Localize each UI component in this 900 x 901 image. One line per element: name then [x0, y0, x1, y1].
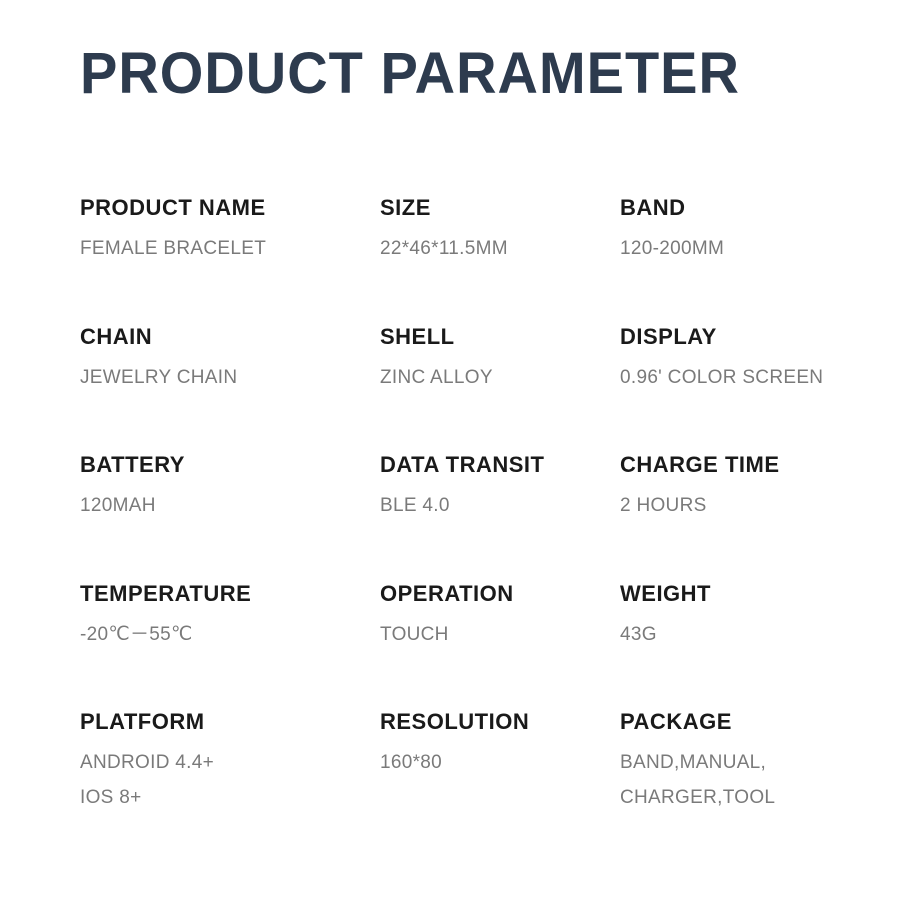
spec-label: DISPLAY: [620, 324, 830, 350]
spec-label: CHAIN: [80, 324, 380, 350]
spec-value: 160*80: [380, 749, 620, 778]
spec-value: BLE 4.0: [380, 492, 620, 521]
spec-cell: DISPLAY 0.96' COLOR SCREEN: [620, 324, 830, 393]
spec-cell: SHELL ZINC ALLOY: [380, 324, 620, 393]
spec-cell: PLATFORM ANDROID 4.4+ IOS 8+: [80, 709, 380, 812]
spec-value: 2 HOURS: [620, 492, 830, 521]
spec-value: ZINC ALLOY: [380, 364, 620, 393]
spec-label: SHELL: [380, 324, 620, 350]
spec-cell: PRODUCT NAME FEMALE BRACELET: [80, 195, 380, 264]
page-title: PRODUCT PARAMETER: [80, 38, 830, 106]
spec-cell: BAND 120-200MM: [620, 195, 830, 264]
spec-label: CHARGE TIME: [620, 452, 830, 478]
spec-label: PLATFORM: [80, 709, 380, 735]
spec-value: 22*46*11.5MM: [380, 235, 620, 264]
spec-value: BAND,MANUAL, CHARGER,TOOL: [620, 749, 830, 812]
spec-value: 120MAH: [80, 492, 380, 521]
spec-value: ANDROID 4.4+ IOS 8+: [80, 749, 380, 812]
spec-cell: WEIGHT 43G: [620, 581, 830, 650]
spec-value-line: BAND,MANUAL,: [620, 752, 766, 773]
spec-value: 120-200MM: [620, 235, 830, 264]
spec-value: -20℃－55℃: [80, 621, 380, 650]
spec-cell: CHARGE TIME 2 HOURS: [620, 452, 830, 521]
spec-value-line: ANDROID 4.4+: [80, 752, 214, 773]
spec-label: OPERATION: [380, 581, 620, 607]
spec-label: TEMPERATURE: [80, 581, 380, 607]
spec-cell: BATTERY 120MAH: [80, 452, 380, 521]
spec-label: WEIGHT: [620, 581, 830, 607]
spec-value: TOUCH: [380, 621, 620, 650]
spec-value-line: IOS 8+: [80, 784, 380, 813]
spec-label: PACKAGE: [620, 709, 830, 735]
spec-value: 0.96' COLOR SCREEN: [620, 364, 830, 393]
spec-cell: TEMPERATURE -20℃－55℃: [80, 581, 380, 650]
spec-cell: PACKAGE BAND,MANUAL, CHARGER,TOOL: [620, 709, 830, 812]
spec-cell: CHAIN JEWELRY CHAIN: [80, 324, 380, 393]
specs-grid: PRODUCT NAME FEMALE BRACELET SIZE 22*46*…: [80, 195, 830, 812]
spec-cell: OPERATION TOUCH: [380, 581, 620, 650]
spec-label: RESOLUTION: [380, 709, 620, 735]
spec-value: FEMALE BRACELET: [80, 235, 380, 264]
spec-label: DATA TRANSIT: [380, 452, 620, 478]
spec-cell: RESOLUTION 160*80: [380, 709, 620, 812]
spec-cell: DATA TRANSIT BLE 4.0: [380, 452, 620, 521]
spec-label: BATTERY: [80, 452, 380, 478]
spec-value: JEWELRY CHAIN: [80, 364, 380, 393]
spec-value-line: CHARGER,TOOL: [620, 784, 830, 813]
spec-cell: SIZE 22*46*11.5MM: [380, 195, 620, 264]
spec-value: 43G: [620, 621, 830, 650]
spec-label: BAND: [620, 195, 830, 221]
spec-label: PRODUCT NAME: [80, 195, 380, 221]
spec-label: SIZE: [380, 195, 620, 221]
